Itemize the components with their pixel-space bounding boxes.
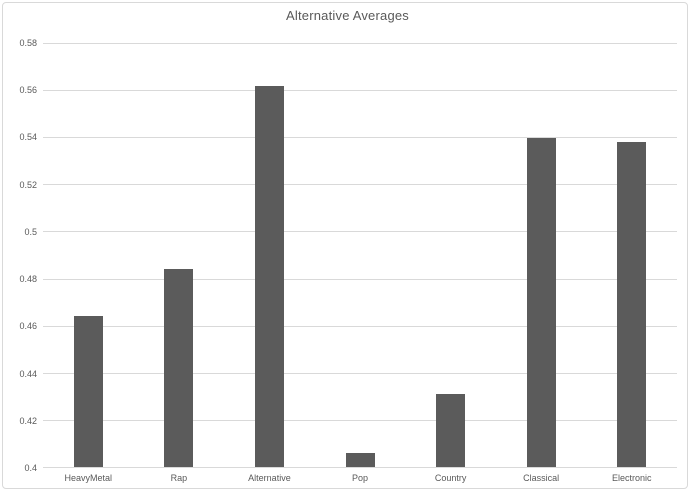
gridline xyxy=(43,278,677,280)
y-axis-tick-label: 0.44 xyxy=(19,368,37,379)
gridline xyxy=(43,42,677,44)
bar-alternative xyxy=(254,85,284,467)
gridline xyxy=(43,136,677,138)
y-axis-tick-label: 0.58 xyxy=(19,38,37,48)
x-axis-tick-label: Alternative xyxy=(248,473,291,483)
x-axis-tick-label: Rap xyxy=(170,473,188,483)
bar-rap xyxy=(164,268,194,467)
bar-classical xyxy=(526,137,556,467)
y-axis-tick-label: 0.4 xyxy=(24,463,37,473)
y-axis-tick-label: 0.48 xyxy=(19,274,37,285)
y-axis-tick-label: 0.5 xyxy=(24,226,37,237)
x-axis-tick-label: Electronic xyxy=(612,473,652,483)
y-axis-tick-label: 0.46 xyxy=(19,321,37,332)
gridline xyxy=(43,420,677,422)
gridline xyxy=(43,325,677,327)
gridline xyxy=(43,89,677,91)
gridline xyxy=(43,184,677,186)
plot-area xyxy=(43,42,677,468)
y-axis-tick-label: 0.42 xyxy=(19,415,37,426)
x-axis-tick-label: Country xyxy=(434,473,467,483)
x-axis: HeavyMetal Rap Alternative Pop Country Classi… xyxy=(43,472,677,486)
y-axis-tick-label: 0.54 xyxy=(19,132,37,143)
x-axis-tick-label: HeavyMetal xyxy=(64,473,113,483)
bar-electronic xyxy=(617,142,647,467)
gridline xyxy=(43,231,677,233)
y-axis-tick-label: 0.56 xyxy=(19,85,37,96)
bar-pop xyxy=(345,452,375,467)
gridline xyxy=(43,373,677,375)
y-axis-tick-label: 0.52 xyxy=(19,179,37,190)
x-axis-tick-label: Classical xyxy=(523,473,560,483)
x-axis-tick-label: Pop xyxy=(352,473,369,483)
bar-country xyxy=(436,393,466,467)
bar-heavymetal xyxy=(73,315,103,467)
chart-title: Alternative Averages xyxy=(286,8,409,23)
